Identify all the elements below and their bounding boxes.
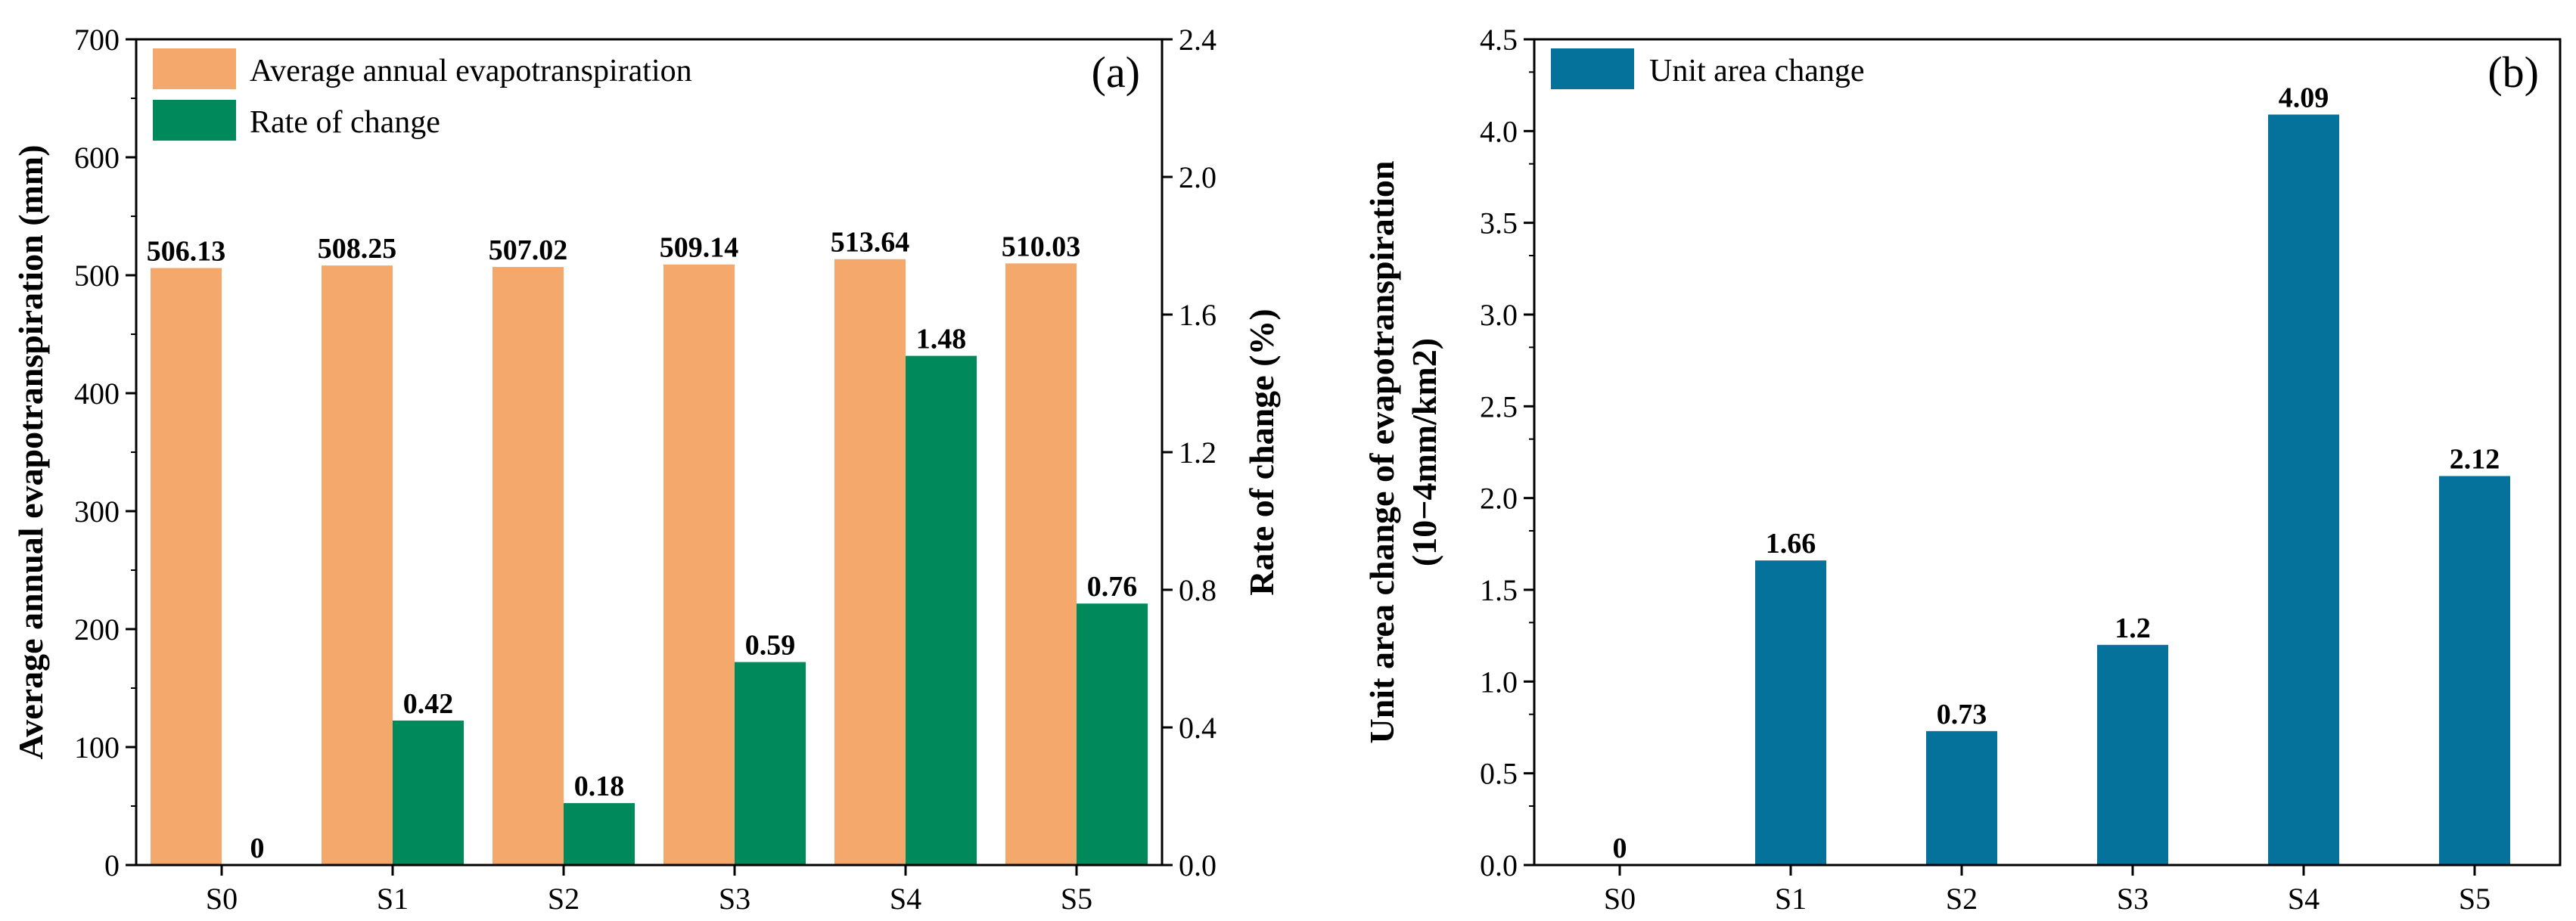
legend-label-rate-of-change: Rate of change — [250, 105, 440, 140]
unit-area-change-label-S3: 1.2 — [2115, 612, 2151, 644]
rate-of-change-label-S4: 1.48 — [916, 324, 967, 355]
panel-a-y-tick-label-4: 400 — [74, 377, 120, 411]
panel-a-data-labels: 506.13 0 508.25 0.42 507.02 0.18 509.14 0.59 513… — [147, 227, 1138, 864]
rate-of-change-bar-S3 — [735, 662, 806, 865]
unit-area-change-label-S4: 4.09 — [2279, 82, 2329, 113]
evapotranspiration-bar-S4 — [834, 259, 906, 866]
panel-b-x-tick-label-4: S4 — [2288, 882, 2320, 916]
panel-a-bars — [151, 259, 1148, 866]
panel-b-y-tick-label-6: 3.0 — [1480, 298, 1518, 332]
legend-swatch-evapotranspiration — [153, 48, 236, 89]
rate-of-change-label-S1: 0.42 — [403, 688, 454, 720]
panel-a-legend: Average annual evapotranspiration Rate o… — [153, 48, 692, 141]
panel-b-axes: 0.0 0.5 1.0 1.5 2.0 2.5 3.0 3.5 4.0 4.5 S0 S1 S2 S3 S4… — [1480, 23, 2491, 916]
unit-area-change-bar-S2 — [1926, 730, 1997, 865]
evapotranspiration-bar-S1 — [322, 265, 393, 865]
evapotranspiration-label-S3: 509.14 — [660, 232, 739, 264]
panel-a-y-tick-label-2: 200 — [74, 612, 120, 647]
rate-of-change-label-S5: 0.76 — [1087, 571, 1138, 603]
panel-a-y2-tick-label-3: 1.2 — [1179, 436, 1217, 470]
panel-a-y-tick-label-7: 700 — [74, 23, 120, 57]
unit-area-change-bar-S5 — [2439, 476, 2510, 865]
panel-b-y-tick-label-9: 4.5 — [1480, 23, 1518, 57]
legend-label-evapotranspiration: Average annual evapotranspiration — [250, 54, 692, 88]
legend-swatch-unit-area-change — [1551, 48, 1634, 89]
panel-b-x-tick-label-3: S3 — [2117, 882, 2149, 916]
rate-of-change-bar-S5 — [1077, 603, 1148, 865]
panel-a-y-tick-label-6: 600 — [74, 141, 120, 175]
panel-b-x-tick-label-5: S5 — [2459, 882, 2491, 916]
panel-b-y-tick-label-1: 0.5 — [1480, 757, 1518, 791]
panel-a: 0 100 200 300 400 500 600 700 0.0 0.4 0.8 1.2 1.6 2.0… — [11, 23, 1281, 916]
unit-area-change-bar-S4 — [2268, 114, 2339, 865]
panel-a-y2-tick-label-1: 0.4 — [1179, 711, 1217, 745]
unit-area-change-label-S0: 0 — [1613, 833, 1627, 864]
panel-a-x-tick-label-1: S1 — [377, 882, 409, 916]
evapotranspiration-label-S1: 508.25 — [318, 233, 397, 265]
rate-of-change-label-S3: 0.59 — [745, 630, 796, 662]
evapotranspiration-label-S0: 506.13 — [147, 235, 226, 267]
unit-area-change-label-S5: 2.12 — [2450, 444, 2500, 476]
panel-b-y-tick-label-7: 3.5 — [1480, 206, 1518, 240]
panel-a-label: (a) — [1092, 48, 1140, 97]
evapotranspiration-bar-S3 — [663, 264, 735, 866]
evapotranspiration-label-S4: 513.64 — [831, 227, 910, 259]
panel-a-x-tick-label-4: S4 — [890, 882, 921, 916]
panel-b-y-tick-label-3: 1.5 — [1480, 573, 1518, 607]
panel-b-x-tick-label-2: S2 — [1946, 882, 1978, 916]
panel-a-x-tick-label-5: S5 — [1061, 882, 1092, 916]
evapotranspiration-label-S5: 510.03 — [1002, 231, 1081, 262]
panel-a-y-tick-label-3: 300 — [74, 495, 120, 529]
rate-of-change-bar-S1 — [393, 720, 464, 865]
panel-b-y-tick-label-8: 4.0 — [1480, 114, 1518, 148]
panel-a-y2-tick-label-0: 0.0 — [1179, 848, 1217, 882]
panel-a-y-tick-label-5: 500 — [74, 259, 120, 293]
unit-area-change-bar-S1 — [1755, 560, 1826, 865]
panel-a-y-tick-label-1: 100 — [74, 730, 120, 764]
panel-b-bars — [1755, 114, 2510, 865]
legend-label-unit-area-change: Unit area change — [1649, 54, 1865, 88]
unit-area-change-bar-S3 — [2097, 644, 2168, 865]
panel-a-x-tick-label-0: S0 — [206, 882, 238, 916]
panel-b-y-axis-label-line2: (10−4mm/km2) — [1405, 338, 1443, 566]
unit-area-change-label-S2: 0.73 — [1937, 699, 1987, 730]
panel-a-y2-axis-label: Rate of change (%) — [1242, 309, 1281, 595]
evapotranspiration-bar-S5 — [1005, 263, 1077, 865]
rate-of-change-label-S0: 0 — [250, 833, 265, 864]
unit-area-change-label-S1: 1.66 — [1766, 528, 1816, 560]
panel-b-y-tick-label-5: 2.5 — [1480, 389, 1518, 423]
rate-of-change-label-S2: 0.18 — [574, 771, 625, 802]
rate-of-change-bar-S2 — [564, 803, 635, 865]
panel-a-y-axis-label: Average annual evapotranspiration (mm) — [11, 144, 50, 759]
panel-a-y2-tick-label-4: 1.6 — [1179, 298, 1217, 332]
evapotranspiration-label-S2: 507.02 — [489, 234, 568, 266]
panel-b-y-axis-label-line1: Unit area change of evapotranspiration — [1363, 161, 1401, 744]
panel-a-y2-tick-label-2: 0.8 — [1179, 573, 1217, 607]
panel-b: 0.0 0.5 1.0 1.5 2.0 2.5 3.0 3.5 4.0 4.5 S0 S1 S2 S3 S4… — [1363, 23, 2562, 916]
legend-swatch-rate-of-change — [153, 100, 236, 141]
panel-b-plot-frame — [1533, 38, 2562, 867]
panel-a-x-tick-label-2: S2 — [548, 882, 580, 916]
panel-a-y-tick-label-0: 0 — [104, 848, 120, 882]
panel-a-x-tick-label-3: S3 — [719, 882, 750, 916]
panel-b-data-labels: 0 1.66 0.73 1.2 4.09 2.12 — [1613, 82, 2500, 864]
panel-a-axes: 0 100 200 300 400 500 600 700 0.0 0.4 0.8 1.2 1.6 2.0… — [74, 23, 1217, 916]
rate-of-change-bar-S4 — [906, 355, 977, 866]
panel-a-y2-tick-label-5: 2.0 — [1179, 160, 1217, 194]
panel-b-x-tick-label-1: S1 — [1775, 882, 1807, 916]
panel-b-legend: Unit area change — [1551, 48, 1865, 89]
panel-b-x-tick-label-0: S0 — [1604, 882, 1636, 916]
panel-b-y-tick-label-0: 0.0 — [1480, 848, 1518, 882]
evapotranspiration-bar-S2 — [493, 267, 564, 865]
panel-b-label: (b) — [2487, 48, 2539, 97]
panel-b-y-tick-label-2: 1.0 — [1480, 665, 1518, 699]
panel-a-y2-tick-label-6: 2.4 — [1179, 23, 1217, 57]
evapotranspiration-bar-S0 — [151, 268, 222, 865]
panel-b-y-tick-label-4: 2.0 — [1480, 482, 1518, 516]
